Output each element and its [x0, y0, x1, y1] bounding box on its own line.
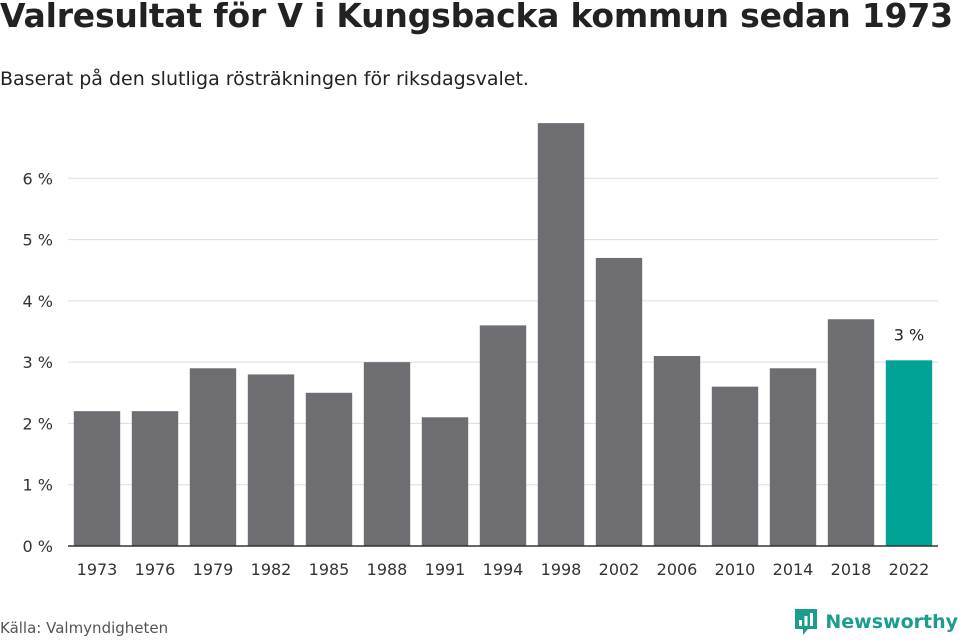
x-tick-label: 1976 [135, 560, 176, 579]
y-tick-label: 4 % [23, 292, 53, 311]
y-tick-label: 2 % [23, 414, 53, 433]
x-tick-label: 1985 [309, 560, 350, 579]
x-tick-label: 1998 [541, 560, 582, 579]
bar [537, 123, 585, 546]
chart-title: Valresultat för V i Kungsbacka kommun se… [0, 0, 953, 35]
bar [131, 411, 179, 546]
bar [769, 368, 817, 546]
y-tick-label: 3 % [23, 353, 53, 372]
bar [595, 257, 643, 546]
bar [421, 417, 469, 546]
bar [73, 411, 121, 546]
bar [305, 392, 353, 546]
x-tick-label: 1973 [77, 560, 118, 579]
y-tick-label: 6 % [23, 169, 53, 188]
source-note: Källa: Valmyndigheten [0, 619, 169, 637]
y-tick-label: 1 % [23, 476, 53, 495]
x-tick-label: 2018 [831, 560, 872, 579]
x-tick-label: 2010 [715, 560, 756, 579]
x-tick-label: 1979 [193, 560, 234, 579]
x-tick-label: 2022 [889, 560, 930, 579]
bar [363, 362, 411, 546]
y-tick-label: 5 % [23, 231, 53, 250]
x-tick-label: 1994 [483, 560, 524, 579]
brand-name: Newsworthy [825, 611, 958, 633]
bar [827, 319, 875, 546]
y-tick-label: 0 % [23, 537, 53, 556]
bar [247, 374, 295, 546]
x-tick-label: 1991 [425, 560, 466, 579]
bar [189, 368, 237, 546]
bar-highlighted [885, 360, 933, 546]
x-tick-label: 1982 [251, 560, 292, 579]
newsworthy-logo-icon [795, 609, 818, 635]
bar [653, 356, 701, 546]
x-tick-label: 2006 [657, 560, 698, 579]
x-tick-label: 2014 [773, 560, 814, 579]
bar-chart: 0 % 1 % 2 % 3 % 4 % 5 % 6 % 1973 1976 1979 1982 198… [23, 123, 938, 579]
data-label: 3 % [894, 325, 924, 344]
x-tick-label: 2002 [599, 560, 640, 579]
brand-logo[interactable]: Newsworthy [793, 607, 958, 637]
bar [479, 325, 527, 546]
x-tick-label: 1988 [367, 560, 408, 579]
chart-subtitle: Baserat på den slutliga rösträkningen fö… [0, 68, 529, 90]
bar [711, 386, 759, 546]
